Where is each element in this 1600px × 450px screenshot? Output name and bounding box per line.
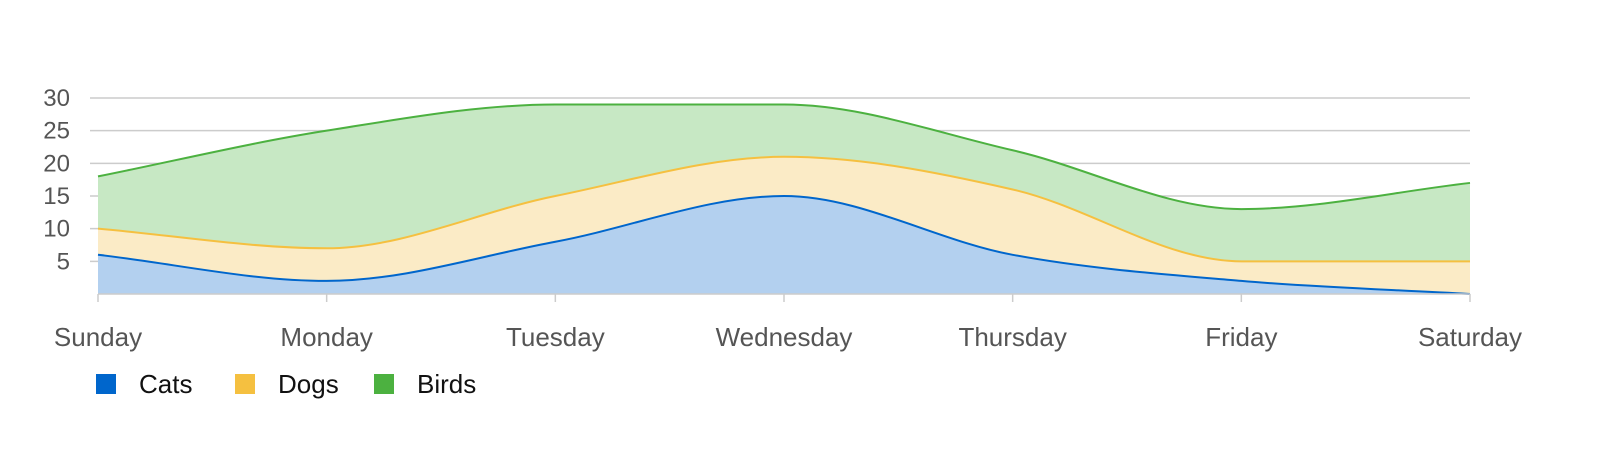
series-lines xyxy=(97,103,1471,295)
y-tick-label: 15 xyxy=(43,183,70,210)
area-dogs xyxy=(98,156,1470,294)
y-tick-label: 20 xyxy=(43,150,70,177)
area-cats xyxy=(98,196,1470,294)
x-tick-label: Thursday xyxy=(958,322,1066,352)
line-cats xyxy=(97,194,1471,295)
legend-label-birds: Birds xyxy=(417,369,476,399)
legend-label-cats: Cats xyxy=(139,369,192,399)
axes xyxy=(97,293,1471,302)
legend-label-dogs: Dogs xyxy=(278,369,339,399)
area-birds xyxy=(98,104,1470,262)
series-areas xyxy=(98,104,1470,294)
x-tick-label: Wednesday xyxy=(716,322,853,352)
legend-swatch-birds xyxy=(374,374,394,394)
x-axis-ticks: Sunday Monday Tuesday Wednesday Thursday Frid… xyxy=(54,322,1522,352)
y-tick-label: 30 xyxy=(43,85,70,112)
y-tick-label: 5 xyxy=(57,248,70,275)
x-tick-label: Sunday xyxy=(54,322,142,352)
y-tick-label: 10 xyxy=(43,216,70,243)
y-axis-ticks: 5 10 15 20 25 30 xyxy=(43,85,70,275)
x-tick-label: Saturday xyxy=(1418,322,1522,352)
legend: Cats Dogs Birds xyxy=(96,369,476,399)
x-tick-label: Monday xyxy=(280,322,373,352)
line-birds xyxy=(97,103,1471,211)
legend-swatch-cats xyxy=(96,374,116,394)
line-dogs xyxy=(97,155,1470,263)
y-tick-label: 25 xyxy=(43,118,70,145)
legend-swatch-dogs xyxy=(235,374,255,394)
x-tick-label: Friday xyxy=(1205,322,1277,352)
x-tick-label: Tuesday xyxy=(506,322,605,352)
